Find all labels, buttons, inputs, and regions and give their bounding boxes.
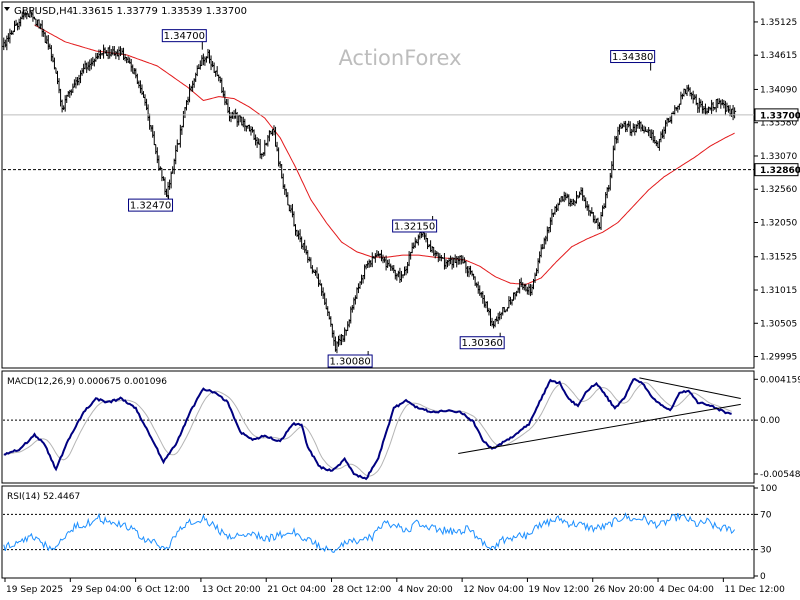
- time-axis-label: 4 Dec 04:00: [659, 585, 714, 595]
- price-axis-label: 1.33070: [760, 152, 797, 162]
- price-axis-label: 1.32560: [760, 185, 797, 195]
- annotation-box: [128, 198, 174, 212]
- macd-axis-label: -0.005485: [760, 470, 800, 480]
- price-axis: 1.35125 1.34615 1.34090 1.33580 1.33070 1.325…: [754, 18, 800, 363]
- time-axis: 19 Sep 2025 29 Sep 04:00 6 Oct 12:00 13 Oct…: [4, 578, 785, 595]
- macd-title: MACD(12,26,9) 0.000675 0.001096: [7, 377, 167, 387]
- rsi-axis-label: 0: [760, 572, 766, 582]
- price-axis-label: 1.33580: [760, 119, 797, 129]
- time-axis-label: 11 Dec 12:00: [724, 585, 785, 595]
- macd-layer: [3, 377, 754, 481]
- price-header: GBPUSD,H4 1.33615 1.33779 1.33539 1.3370…: [4, 6, 247, 17]
- price-annotation: 1.34700: [161, 29, 207, 50]
- price-bars-layer: [2, 7, 737, 354]
- annotation-box: [161, 29, 207, 43]
- price-axis-label: 1.34090: [760, 85, 797, 95]
- macd-axis-label: 0.004159: [760, 375, 800, 385]
- price-axis-label: 1.34615: [760, 51, 797, 61]
- price-marker-label: 1.32860: [760, 166, 800, 176]
- macd-axis-label: 0.00: [760, 416, 780, 426]
- price-panel-frame: [1, 1, 755, 369]
- rsi-panel-frame: [1, 485, 755, 579]
- macd-trendline: [639, 377, 741, 400]
- collapse-triangle-icon[interactable]: [4, 7, 10, 11]
- time-axis-label: 12 Nov 04:00: [463, 585, 524, 595]
- macd-trendline: [458, 403, 741, 455]
- ohlc-label: 1.33615 1.33779 1.33539 1.33700: [72, 6, 247, 17]
- time-axis-label: 29 Sep 04:00: [71, 585, 131, 595]
- price-annotations-layer: 1.34700 1.32470 1.32150 1.30080 1.30360 1.343…: [128, 29, 656, 368]
- panel-frames: [1, 1, 755, 579]
- time-axis-label: 4 Nov 20:00: [398, 585, 453, 595]
- annotation-label: 1.34700: [164, 31, 205, 42]
- rsi-axis-label: 100: [760, 484, 777, 494]
- price-axis-label: 1.32050: [760, 219, 797, 229]
- price-annotation: 1.30080: [327, 350, 373, 368]
- price-axis-label: 1.35125: [760, 18, 797, 28]
- macd-axis: 0.004159 0.00 -0.005485: [754, 375, 800, 480]
- price-annotation: 1.30360: [459, 332, 505, 350]
- annotation-box: [459, 336, 505, 350]
- price-marker-box: [754, 108, 799, 122]
- time-axis-label: 21 Oct 04:00: [267, 585, 326, 595]
- price-axis-label: 1.29995: [760, 353, 797, 363]
- annotation-label: 1.32470: [130, 201, 171, 212]
- rsi-axis-label: 70: [760, 510, 772, 520]
- rsi-layer: [3, 512, 754, 553]
- annotation-box: [327, 354, 373, 368]
- annotation-label: 1.34380: [612, 52, 653, 63]
- price-annotation: 1.32470: [128, 195, 174, 212]
- rsi-title: RSI(14) 52.4467: [7, 492, 80, 502]
- price-marker-label: 1.33700: [760, 111, 800, 121]
- annotation-label: 1.30360: [461, 338, 502, 349]
- rsi-axis: 100 70 30 0: [754, 484, 777, 582]
- price-annotation: 1.34380: [610, 50, 656, 71]
- time-axis-label: 28 Oct 12:00: [333, 585, 392, 595]
- annotation-box: [610, 50, 656, 64]
- price-annotation: 1.32150: [392, 215, 438, 233]
- watermark: ActionForex: [338, 46, 461, 70]
- annotation-label: 1.32150: [394, 221, 435, 232]
- price-reference-lines: [3, 114, 754, 171]
- price-marker-box: [754, 163, 799, 177]
- price-axis-label: 1.30505: [760, 319, 797, 329]
- time-axis-label: 26 Nov 20:00: [594, 585, 655, 595]
- time-axis-label: 19 Sep 2025: [6, 585, 63, 595]
- rsi-line: [3, 512, 736, 553]
- price-marker: 1.33700: [754, 108, 800, 122]
- price-axis-label: 1.31525: [760, 253, 797, 263]
- time-axis-label: 19 Nov 12:00: [528, 585, 589, 595]
- macd-line: [3, 377, 732, 481]
- time-axis-label: 13 Oct 20:00: [202, 585, 261, 595]
- symbol-label: GBPUSD,H4: [14, 6, 73, 17]
- time-axis-label: 6 Oct 12:00: [137, 585, 190, 595]
- annotation-label: 1.30080: [329, 356, 370, 367]
- macd-panel-frame: [1, 370, 755, 484]
- annotation-box: [392, 219, 438, 233]
- price-axis-label: 1.31015: [760, 286, 797, 296]
- price-marker: 1.32860: [754, 163, 800, 177]
- rsi-axis-label: 30: [760, 546, 772, 556]
